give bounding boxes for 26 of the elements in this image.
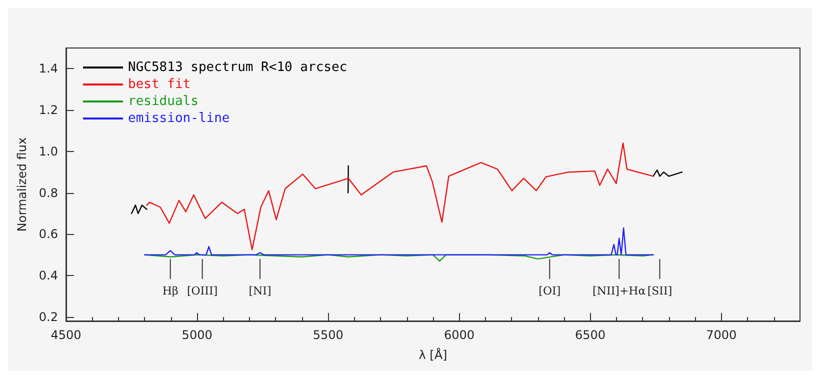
annotation: [NII]+Hα [592,284,646,298]
y-tick-label: 0.2 [38,310,58,324]
x-tick-label: 5500 [312,328,344,342]
y-tick-label: 1.2 [38,103,58,118]
y-tick-label: 1.4 [38,62,58,76]
x-tick-label: 5000 [182,328,212,342]
y-tick-label: 0.8 [38,186,58,200]
y-axis-title: Normalized flux [15,137,29,232]
legend-label: NGC5813 spectrum R<10 arcsec [128,60,348,75]
x-tick-label: 4500 [50,328,82,342]
x-tick-label: 7000 [706,328,737,342]
y-tick-label: 0.4 [38,268,58,282]
line-series [146,142,654,250]
y-tick-label: 0.6 [38,227,58,242]
annotation: [SII] [647,284,672,298]
annotation: [OIII] [186,284,218,298]
x-axis-title: λ [Å] [418,347,448,362]
legend-label: best fit [128,77,191,92]
legend-label: emission-line [128,111,230,126]
y-tick-label: 1.0 [38,144,58,158]
legend-label: residuals [128,94,198,109]
annotation: [OI] [538,284,561,298]
x-tick-label: 6500 [575,328,606,342]
annotation: [NI] [248,284,272,298]
annotation: Hβ [162,284,178,298]
x-tick-label: 6000 [444,328,474,342]
